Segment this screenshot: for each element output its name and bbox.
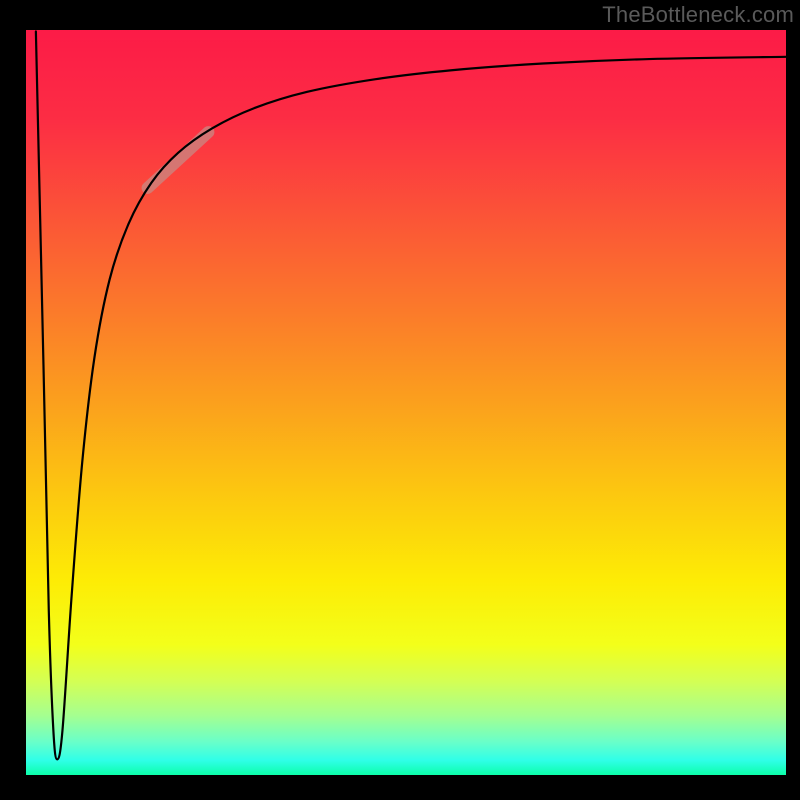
bottleneck-chart: TheBottleneck.com xyxy=(0,0,800,800)
chart-gradient-background xyxy=(26,30,786,775)
watermark-text: TheBottleneck.com xyxy=(602,2,794,28)
chart-svg xyxy=(0,0,800,800)
